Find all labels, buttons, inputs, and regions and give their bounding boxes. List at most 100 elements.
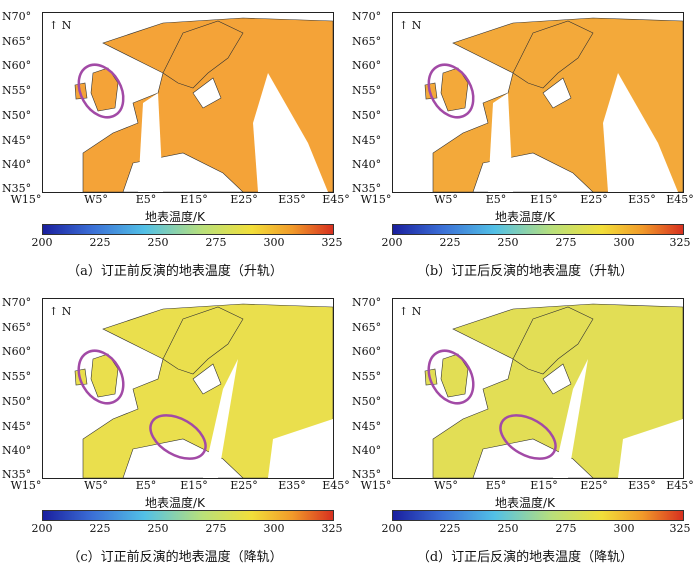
y-tick: N35° <box>2 468 32 481</box>
colorbar-tick: 250 <box>497 236 519 249</box>
colorbar-tick: 300 <box>263 236 285 249</box>
y-tick: N35° <box>352 182 382 195</box>
colorbar-tick: 200 <box>381 236 403 249</box>
panel-caption: （a）订正前反演的地表温度（升轨） <box>67 264 283 279</box>
colorbar-title: 地表温度/K <box>145 496 205 510</box>
x-tick: E5° <box>135 479 157 492</box>
map-panel-d: ↑ N N70° N65° N60° N55° N50° N45° N40° N… <box>350 286 700 572</box>
y-tick: N60° <box>352 59 382 72</box>
nodata-swath <box>488 93 513 192</box>
y-tick: N40° <box>2 158 32 171</box>
x-tick: W5° <box>434 193 458 206</box>
y-tick: N35° <box>2 182 32 195</box>
y-tick: N60° <box>2 345 32 358</box>
y-tick: N70° <box>2 296 32 309</box>
scandinavia <box>512 20 594 89</box>
x-tick: W15° <box>360 479 392 492</box>
highlight-ellipse <box>149 414 207 460</box>
x-tick: E15° <box>530 479 558 492</box>
x-tick: W15° <box>10 193 42 206</box>
colorbar <box>392 510 684 521</box>
x-tick: W15° <box>360 193 392 206</box>
x-tick: E35° <box>628 193 656 206</box>
nodata-swath <box>553 359 588 478</box>
baltic-sea <box>542 363 572 395</box>
y-tick: N55° <box>2 84 32 97</box>
colorbar-title: 地表温度/K <box>495 210 555 224</box>
panel-caption: （d）订正后反演的地表温度（降轨） <box>416 550 634 565</box>
lst-map-b: ↑ N <box>392 12 684 193</box>
colorbar-tick: 225 <box>439 522 461 535</box>
y-tick: N35° <box>352 468 382 481</box>
north-arrow-icon: ↑ N <box>49 305 72 318</box>
nodata-swath <box>203 359 238 478</box>
baltic-sea <box>542 77 572 109</box>
north-arrow-icon: ↑ N <box>399 19 422 32</box>
highlight-ellipse <box>427 63 475 119</box>
lst-map-a: ↑ N <box>42 12 334 193</box>
x-tick: E25° <box>230 193 258 206</box>
y-tick: N65° <box>2 35 32 48</box>
y-tick: N40° <box>352 444 382 457</box>
y-tick: N50° <box>2 109 32 122</box>
lst-map-c: ↑ N <box>42 298 334 479</box>
nodata-swath <box>268 419 333 478</box>
x-tick: E45° <box>666 193 694 206</box>
x-tick: E45° <box>322 479 350 492</box>
x-tick: E35° <box>278 193 306 206</box>
y-tick: N60° <box>2 59 32 72</box>
colorbar-tick: 325 <box>321 522 343 535</box>
colorbar-tick: 225 <box>89 236 111 249</box>
y-tick: N50° <box>352 109 382 122</box>
y-tick: N65° <box>352 35 382 48</box>
x-tick: E15° <box>180 193 208 206</box>
x-tick: E25° <box>580 193 608 206</box>
colorbar-tick: 325 <box>669 522 691 535</box>
x-tick: E45° <box>666 479 694 492</box>
y-tick: N70° <box>352 296 382 309</box>
x-tick: E15° <box>180 479 208 492</box>
highlight-ellipse <box>427 349 475 405</box>
y-tick: N55° <box>352 84 382 97</box>
y-tick: N40° <box>352 158 382 171</box>
north-arrow-icon: ↑ N <box>49 19 72 32</box>
x-tick: E25° <box>580 479 608 492</box>
y-tick: N65° <box>352 321 382 334</box>
colorbar-tick: 325 <box>321 236 343 249</box>
x-tick: E5° <box>135 193 157 206</box>
y-tick: N55° <box>352 370 382 383</box>
colorbar-tick: 200 <box>381 522 403 535</box>
colorbar-tick: 200 <box>31 522 53 535</box>
x-tick: E35° <box>628 479 656 492</box>
colorbar <box>42 510 334 521</box>
map-panel-c: ↑ N N70° N65° N60° N55° N50° N45° N40° N… <box>0 286 350 572</box>
colorbar-tick: 275 <box>205 236 227 249</box>
x-tick: W15° <box>10 479 42 492</box>
colorbar <box>392 224 684 235</box>
colorbar-tick: 200 <box>31 236 53 249</box>
scandinavia <box>512 306 594 375</box>
map-image-b <box>424 17 683 192</box>
y-tick: N45° <box>2 134 32 147</box>
y-tick: N50° <box>2 395 32 408</box>
nodata-swath <box>618 419 683 478</box>
colorbar-title: 地表温度/K <box>145 210 205 224</box>
north-arrow-icon: ↑ N <box>399 305 422 318</box>
y-tick: N45° <box>2 420 32 433</box>
map-image-a <box>74 17 333 192</box>
colorbar-tick: 250 <box>147 236 169 249</box>
highlight-ellipse <box>499 414 557 460</box>
baltic-sea <box>192 77 222 109</box>
y-tick: N65° <box>2 321 32 334</box>
nodata-swath <box>138 93 163 192</box>
colorbar-tick: 300 <box>613 522 635 535</box>
colorbar <box>42 224 334 235</box>
y-tick: N70° <box>352 10 382 23</box>
x-tick: E15° <box>530 193 558 206</box>
y-tick: N45° <box>352 420 382 433</box>
y-tick: N70° <box>2 10 32 23</box>
panel-caption: （b）订正后反演的地表温度（升轨） <box>416 264 634 279</box>
colorbar-tick: 250 <box>497 522 519 535</box>
baltic-sea <box>192 363 222 395</box>
lst-map-d: ↑ N <box>392 298 684 479</box>
